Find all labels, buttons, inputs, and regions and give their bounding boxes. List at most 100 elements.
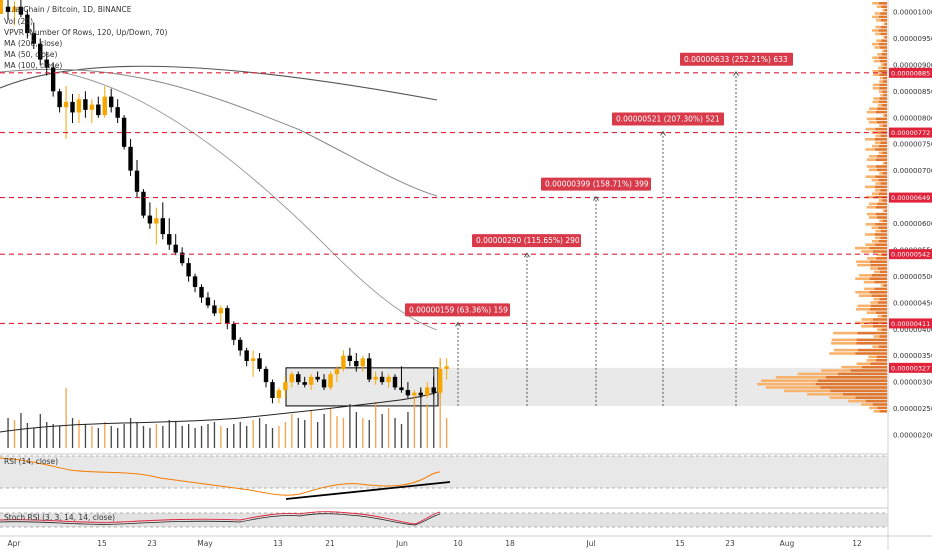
rsi-trendline[interactable] <box>285 481 451 500</box>
vpvr-bar-down <box>874 287 887 291</box>
vpvr-bar-up <box>879 80 883 83</box>
vpvr-bar-up <box>879 219 883 223</box>
candle-body <box>96 104 101 116</box>
volume-bar <box>110 426 112 448</box>
legend-ma200[interactable]: MA (200, close) <box>4 39 62 48</box>
vpvr-bar-up <box>878 90 883 93</box>
volume-bar <box>52 424 54 448</box>
vpvr-bar-up <box>871 144 879 148</box>
legend-vpvr[interactable]: VPVR (Number Of Rows, 120, Up/Down, 70) <box>4 28 167 37</box>
vpvr-bar-down <box>869 246 887 250</box>
candle-body <box>205 297 211 306</box>
vpvr-bar-up <box>872 2 879 5</box>
vpvr-bar-down <box>879 70 887 73</box>
candle-body <box>308 376 314 385</box>
legend-ma100[interactable]: MA (100, close) <box>4 61 62 70</box>
vpvr-bar-down <box>874 138 887 141</box>
candle-body <box>115 107 120 118</box>
vpvr-bar-up <box>865 148 876 151</box>
vpvr-bar-up <box>873 335 880 338</box>
vpvr-bar-down <box>881 53 887 56</box>
candle-body <box>270 382 275 398</box>
vpvr-bar-down <box>878 226 887 229</box>
candle-body <box>347 355 353 361</box>
volume-bar <box>136 422 138 448</box>
vpvr-bar-up <box>866 110 876 114</box>
target-labels: 0.00000159 (63.36%) 159 0.00000290 (115.6… <box>405 52 793 406</box>
vpvr-bar-up <box>859 274 872 277</box>
vpvr-bar-down <box>875 175 887 178</box>
target-label: 0.00000633 (252.21%) 633 <box>684 55 788 64</box>
vpvr-bar-up <box>883 36 885 39</box>
vpvr-bar-down <box>857 331 887 335</box>
volume-bar <box>420 390 422 448</box>
vpvr-bar-up <box>866 206 876 209</box>
candle-body <box>412 392 417 396</box>
vpvr-bar-up <box>876 39 882 42</box>
volume-bar <box>207 424 209 448</box>
vpvr-bar-up <box>866 117 876 121</box>
vpvr-bar-up <box>855 321 870 325</box>
vpvr-bar-down <box>856 338 887 342</box>
volume-bar <box>258 418 261 448</box>
vpvr-bar-up <box>857 304 871 308</box>
vpvr-bar-down <box>876 168 887 172</box>
candle-body <box>192 276 198 287</box>
vpvr-bar-up <box>878 66 883 70</box>
vpvr-bar-up <box>874 46 881 49</box>
vpvr-bar-up <box>833 348 858 352</box>
volume-bar <box>162 426 164 448</box>
volume-bar <box>13 420 16 448</box>
vpvr-bar-down <box>881 253 887 257</box>
candle-body <box>418 392 423 396</box>
vpvr-bar-down <box>869 308 887 311</box>
ma100-line <box>0 68 438 197</box>
price-tick: 0.00000400 <box>893 326 932 334</box>
target-label-box <box>680 52 793 66</box>
legend-title[interactable]: …larChain / Bitcoin, 1D, BINANCE <box>6 5 132 14</box>
vpvr-bar-up <box>864 287 875 291</box>
vpvr-bar-up <box>866 212 876 216</box>
volume-bar <box>407 412 409 448</box>
vpvr-bar-up <box>855 246 870 250</box>
volume-bar <box>362 418 364 448</box>
vpvr-bar-up <box>867 257 877 260</box>
time-tick: Aug <box>780 539 795 548</box>
candles <box>5 0 449 404</box>
volume-bar <box>329 408 332 448</box>
candle-body <box>444 366 449 369</box>
volume-bar <box>39 414 41 448</box>
vpvr-bar-down <box>880 32 887 36</box>
volume-bar <box>271 428 274 448</box>
vpvr-bar-down <box>878 192 887 195</box>
vpvr-bar-down <box>881 5 887 8</box>
time-axis[interactable]: Apr 15 23 May 13 21 Jun 10 18 Jul 15 23 Aug 12 <box>8 539 862 548</box>
candle-body <box>354 360 359 367</box>
volume-bar <box>265 424 267 448</box>
volume-bar <box>20 413 22 448</box>
price-tick: 0.00000950 <box>893 35 932 43</box>
legend-ma50[interactable]: MA (50, close) <box>4 50 58 59</box>
candle-body <box>328 374 333 388</box>
time-tick: 10 <box>453 539 463 548</box>
candle-body <box>31 33 36 44</box>
volume-bar <box>252 420 254 448</box>
vpvr-bar-down <box>875 165 887 168</box>
vpvr-bar-down <box>843 393 887 396</box>
price-tick: 0.00000700 <box>893 167 932 175</box>
vpvr-bar-down <box>882 199 887 202</box>
candle-body <box>154 218 159 224</box>
volume-bar <box>220 426 222 448</box>
rsi-line <box>0 457 441 496</box>
vpvr-bar-up <box>869 406 878 410</box>
vpvr-bar-up <box>877 53 882 56</box>
vpvr-bar-down <box>869 321 887 325</box>
target-label: 0.00000290 (115.65%) 290 <box>476 236 580 245</box>
target-label-box <box>612 112 724 126</box>
vpvr-bar-up <box>868 216 877 219</box>
candle-body <box>238 339 243 351</box>
legend-vol[interactable]: Vol (20) <box>4 17 33 26</box>
time-tick: 21 <box>325 539 335 548</box>
vpvr-bar-down <box>878 345 887 348</box>
